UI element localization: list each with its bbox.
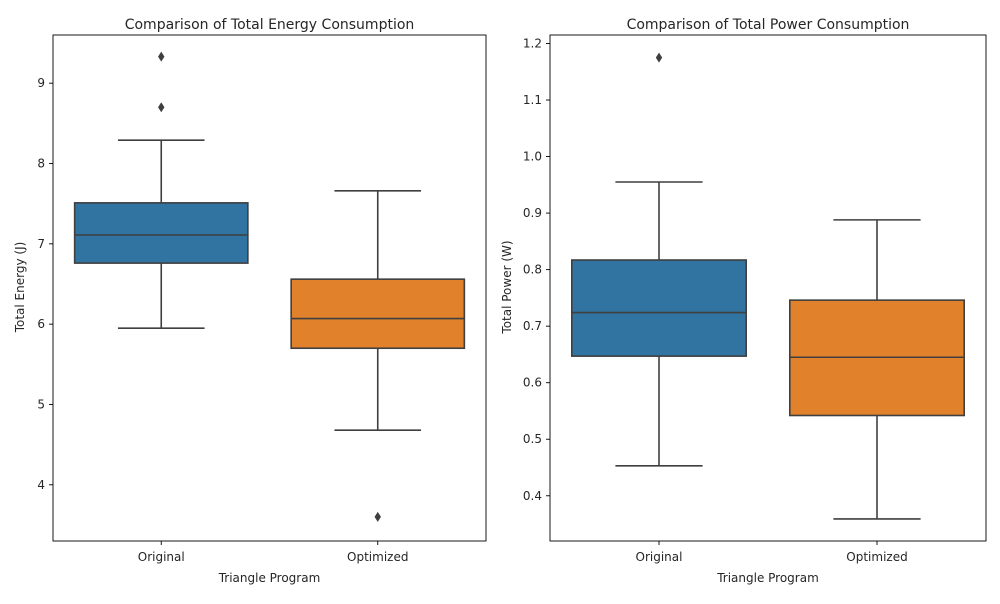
- power-y-tick-label-5: 0.9: [523, 206, 542, 220]
- energy-original-outlier-1: [158, 51, 165, 62]
- energy-x-tick-label-original: Original: [138, 550, 185, 564]
- energy-y-tick-label-3: 7: [37, 237, 45, 251]
- power-y-tick-label-6: 1.0: [523, 150, 542, 164]
- power-y-tick-label-2: 0.6: [523, 376, 542, 390]
- power-y-tick-label-7: 1.1: [523, 93, 542, 107]
- power-y-tick-label-8: 1.2: [523, 36, 542, 50]
- energy-chart-title: Comparison of Total Energy Consumption: [125, 17, 415, 33]
- power-y-tick-label-0: 0.4: [523, 489, 542, 503]
- energy-x-tick-label-optimized: Optimized: [347, 550, 408, 564]
- power-y-tick-label-3: 0.7: [523, 319, 542, 333]
- energy-original-box: [73, 202, 249, 264]
- power-y-tick-label-4: 0.8: [523, 263, 542, 277]
- energy-y-tick-label-4: 8: [37, 157, 45, 171]
- energy-y-tick-label-2: 6: [37, 317, 45, 331]
- energy-x-axis-label: Triangle Program: [218, 571, 321, 585]
- power-y-axis-label: Total Power (W): [500, 240, 514, 334]
- energy-original-outlier-0: [158, 102, 165, 113]
- power-chart-title: Comparison of Total Power Consumption: [627, 17, 910, 33]
- energy-chart-panel: Comparison of Total Energy Consumption T…: [13, 17, 487, 585]
- power-x-tick-label-original: Original: [636, 550, 683, 564]
- power-chart-panel: Comparison of Total Power Consumption Tr…: [500, 17, 987, 585]
- energy-y-tick-label-5: 9: [37, 76, 45, 90]
- energy-y-axis-label: Total Energy (J): [13, 242, 27, 334]
- power-x-axis-label: Triangle Program: [716, 571, 819, 585]
- energy-y-tick-label-0: 4: [37, 478, 45, 492]
- energy-y-tick-label-1: 5: [37, 397, 45, 411]
- power-original-outlier-0: [655, 52, 663, 63]
- power-y-tick-label-1: 0.5: [523, 432, 542, 446]
- energy-optimized-box: [290, 278, 466, 350]
- energy-plot-frame: [52, 34, 487, 542]
- power-plot-frame: [549, 34, 987, 542]
- power-original-box: [570, 259, 747, 357]
- power-x-tick-label-optimized: Optimized: [846, 550, 907, 564]
- energy-optimized-outlier-0: [374, 511, 381, 522]
